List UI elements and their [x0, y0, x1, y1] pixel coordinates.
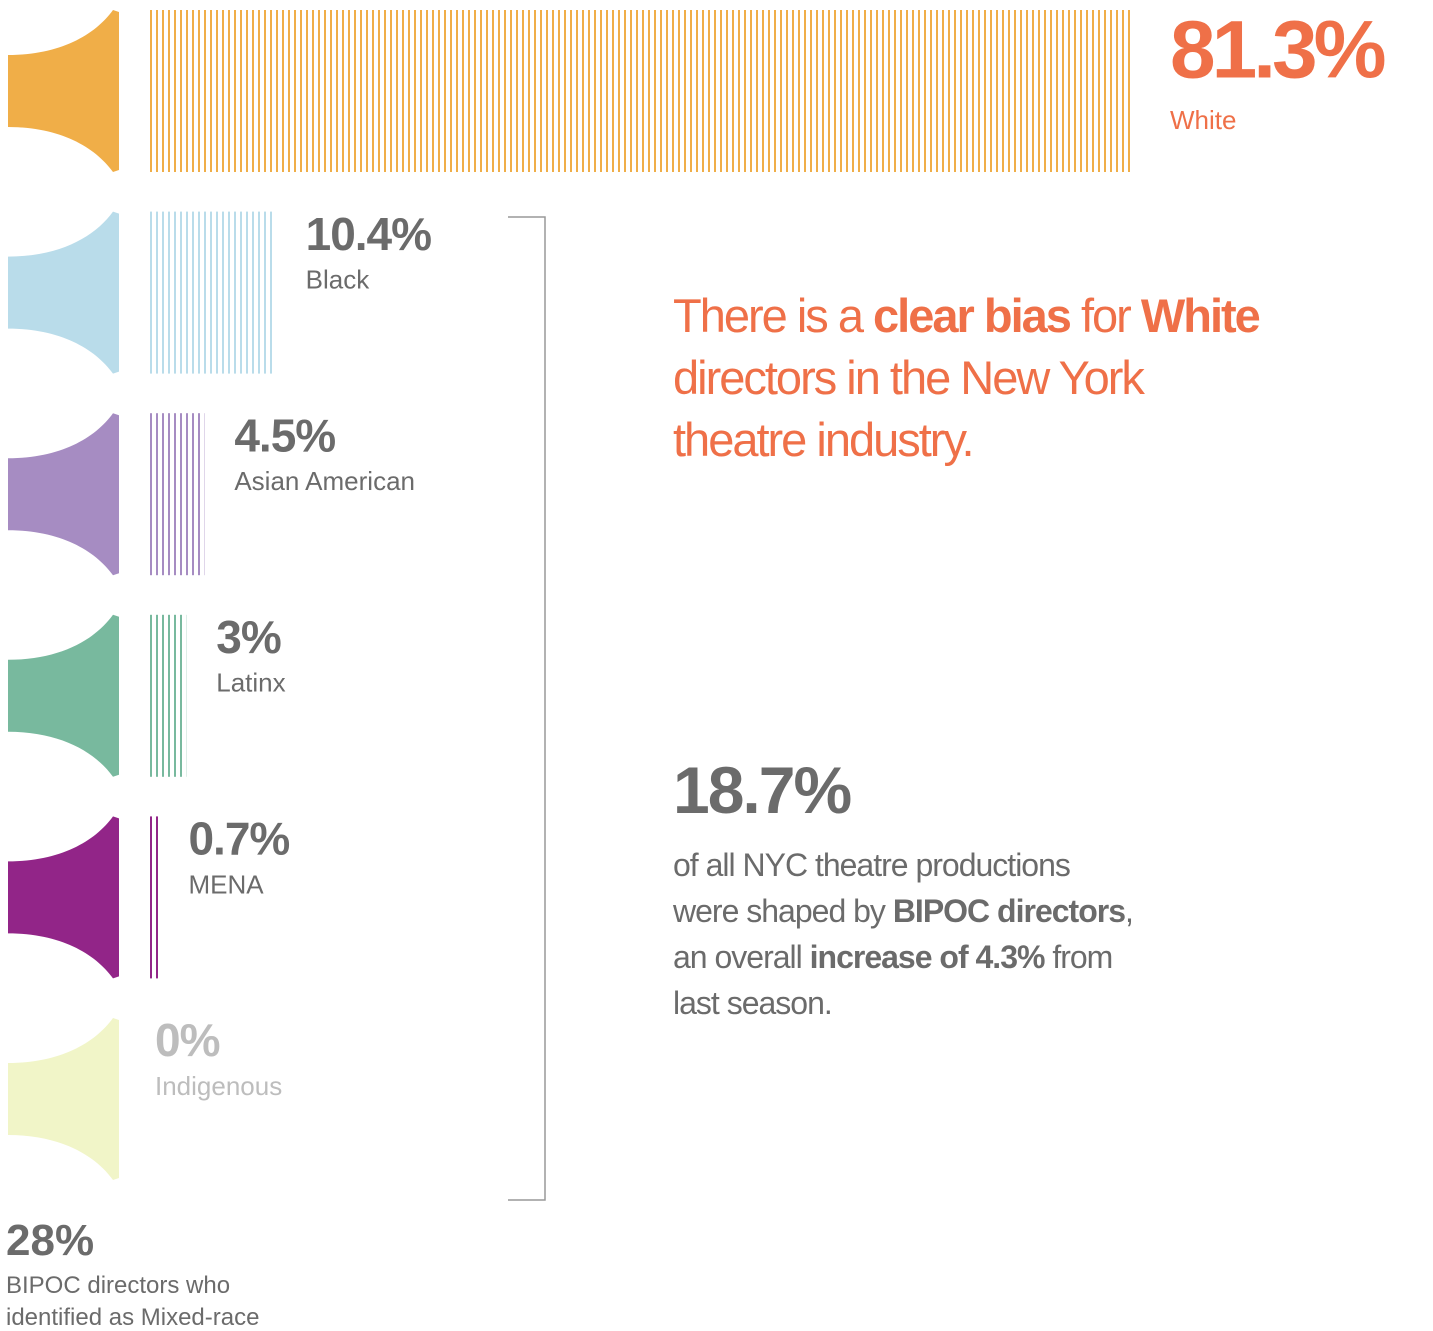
value-label: 81.3%: [1170, 5, 1385, 96]
bar: [150, 10, 1132, 172]
mixed-race-label: BIPOC directors who identified as Mixed-…: [6, 1270, 306, 1331]
value-label: 0.7%: [188, 813, 289, 865]
category-label: Latinx: [216, 668, 285, 698]
stat-value: 18.7%: [673, 752, 850, 828]
category-icon: [8, 1018, 119, 1180]
category-label: Asian American: [234, 466, 415, 496]
bracket: [508, 217, 545, 1200]
chart: 81.3% White 10.4% Black 4.5% Asian American 3%…: [0, 0, 1433, 1331]
category-icon: [8, 10, 119, 172]
bar: [150, 816, 158, 978]
infographic: 81.3% White 10.4% Black 4.5% Asian American 3%…: [0, 0, 1433, 1331]
value-label: 0%: [155, 1014, 220, 1066]
value-label: 4.5%: [234, 409, 335, 461]
emphasis: clear bias: [873, 289, 1070, 342]
emphasis: BIPOC directors: [893, 893, 1125, 929]
bar: [150, 212, 276, 374]
category-label: MENA: [188, 869, 264, 899]
category-icon: [8, 615, 119, 777]
value-label: 10.4%: [306, 208, 432, 260]
bar: [150, 413, 204, 575]
text-run: directors in the New York theatre indust…: [673, 351, 1143, 466]
category-label: Black: [306, 264, 371, 294]
text-run: for: [1070, 289, 1141, 342]
emphasis: increase of 4.3%: [810, 939, 1045, 975]
stat-text: of all NYC theatre productions were shap…: [673, 842, 1133, 1026]
category-icon: [8, 413, 119, 575]
mixed-race-value: 28%: [6, 1216, 94, 1266]
category-label: White: [1170, 105, 1236, 135]
bar: [150, 615, 186, 777]
text-run: There is a: [673, 289, 873, 342]
emphasis: White: [1141, 289, 1259, 342]
category-label: Indigenous: [155, 1071, 282, 1101]
category-icon: [8, 212, 119, 374]
category-icon: [8, 816, 119, 978]
headline: There is a clear bias for White director…: [673, 285, 1263, 471]
value-label: 3%: [216, 611, 281, 663]
